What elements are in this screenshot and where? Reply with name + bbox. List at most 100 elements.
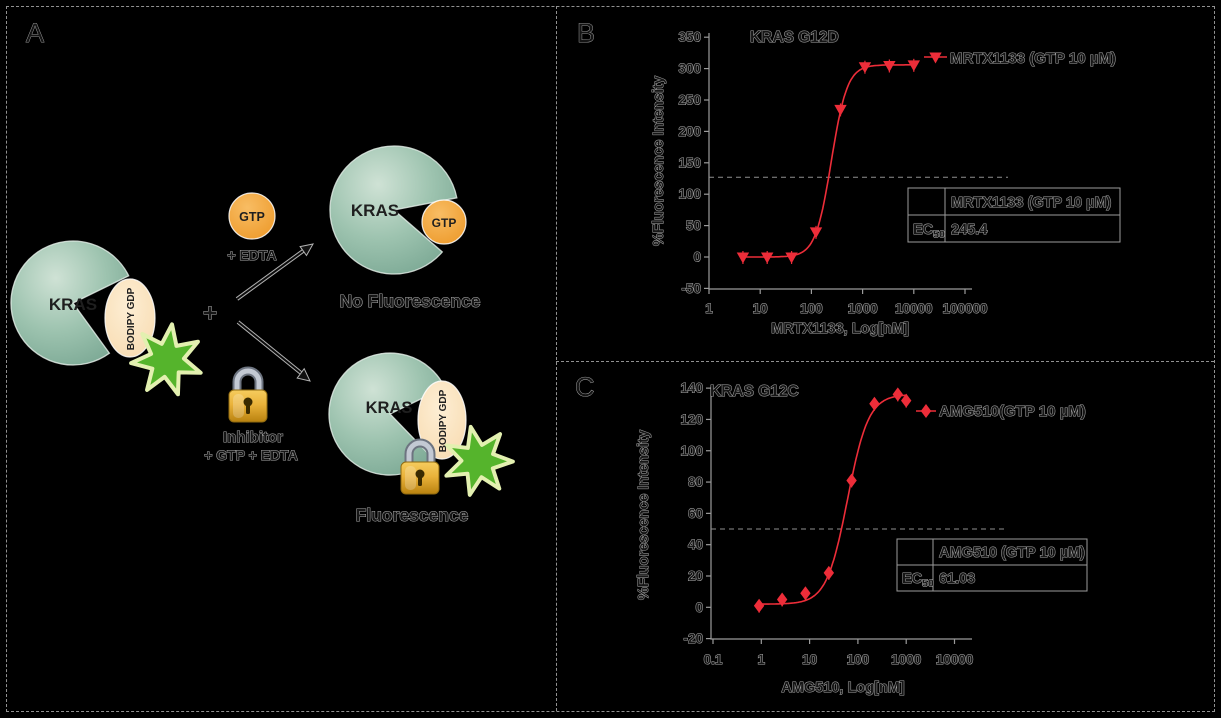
axes [708, 33, 972, 290]
table-ec50-row-label: EC50 [902, 571, 934, 590]
inhibitor-lock-icon [400, 438, 440, 495]
data-point-marker [736, 252, 750, 264]
panel-divider-vertical [556, 6, 557, 711]
chart-kras-g12c: C -20 0 20 40 60 80 100 120 140 0.1 1 10 100 1000 10000… [575, 372, 1088, 697]
bodipy-gdp-label: BODIPY GDP [126, 287, 137, 350]
x-tick-label: 100000 [942, 301, 987, 316]
y-tick-label: 300 [678, 61, 701, 76]
data-point-marker [907, 60, 920, 72]
gtp-circle [421, 199, 467, 245]
x-tick-label: 10 [802, 652, 817, 667]
fluorophore-star-icon [129, 322, 203, 397]
kras-bodipy-locked-complex: KRAS BODIPY GDP [328, 352, 515, 497]
x-tick-label: 100 [800, 301, 823, 316]
y-tick-label: 250 [678, 93, 701, 108]
arrowhead-icon [296, 367, 311, 382]
legend-label: MRTX1133 (GTP 10 µM) [950, 50, 1116, 67]
y-tick-label: 80 [688, 475, 703, 490]
chart-title: KRAS G12D [750, 29, 839, 46]
data-point-marker [834, 104, 847, 116]
legend-marker [929, 52, 942, 64]
kras-label: KRAS [366, 399, 413, 417]
x-tick-label: 1000 [848, 301, 878, 316]
x-tick-label: 1000 [891, 652, 921, 667]
plus-sign: + [203, 300, 217, 327]
figure-border [6, 6, 1215, 712]
data-point-marker [761, 252, 774, 264]
data-point-marker [753, 598, 765, 613]
data-point-marker [785, 252, 798, 264]
panel-b-label: B [577, 18, 596, 48]
kras-bodipy-gdp-complex: KRAS BODIPY GDP [10, 240, 203, 397]
y-tick-label: 200 [678, 124, 701, 139]
x-tick-label: 10 [753, 301, 768, 316]
data-point-marker [809, 227, 823, 239]
panel-a-schematic: A KRAS BODIPY GDP + GTP + EDTA [10, 18, 515, 526]
axes [710, 387, 972, 640]
chart-title: KRAS G12C [710, 383, 799, 400]
inhibitor-label: Inhibitor [223, 429, 283, 446]
y-tick-label: 140 [680, 381, 703, 396]
kras-label: KRAS [49, 295, 97, 314]
y-axis-label: %Fluorescence Intensity [636, 430, 652, 600]
edta-condition-label: + EDTA [227, 247, 276, 263]
x-axis-label: MRTX1133, Log[nM] [771, 321, 909, 337]
y-tick-label: 50 [686, 218, 701, 233]
inhibitor-lock-icon [228, 366, 268, 423]
data-point-marker [892, 387, 903, 402]
x-tick-label: 100 [847, 652, 870, 667]
fluorophore-star-icon [444, 424, 515, 497]
y-tick-label: 100 [680, 443, 703, 458]
legend-label: AMG510(GTP 10 µM) [939, 403, 1086, 420]
panel-a-label: A [26, 18, 45, 48]
panel-c-label: C [575, 372, 596, 402]
bodipy-gdp-label: BODIPY GDP [438, 389, 449, 452]
table-ec50-value: 61.03 [939, 571, 975, 587]
kras-protein-shape [10, 240, 130, 366]
bodipy-gdp-ligand [417, 380, 467, 460]
y-tick-label: -20 [683, 631, 703, 646]
inhibitor-condition-label: + GTP + EDTA [204, 447, 298, 463]
y-tick-label: 350 [678, 30, 701, 45]
y-axis-label: %Fluorescence Intensity [651, 76, 667, 246]
y-tick-label: 20 [688, 568, 703, 583]
x-tick-label: 10000 [936, 652, 974, 667]
y-tick-label: 40 [688, 537, 703, 552]
reaction-arrow-no-fluorescence [235, 243, 314, 301]
kras-protein-shape [329, 145, 458, 275]
panel-divider-horizontal [556, 361, 1214, 362]
x-tick-label: 1 [758, 652, 766, 667]
y-tick-label: 120 [680, 412, 703, 427]
fluorescence-result-label: Fluorescence [356, 505, 469, 525]
reaction-arrow-fluorescence [236, 320, 311, 382]
data-point-marker [869, 396, 880, 411]
chart-kras-g12d: B -50 0 50 100 150 200 250 300 350 1 10 100 1000 10000… [577, 18, 1121, 338]
data-point-marker [883, 60, 896, 72]
gtp-label: GTP [239, 210, 265, 224]
y-tick-label: 0 [693, 250, 701, 265]
kras-gtp-complex: KRAS GTP [329, 145, 467, 275]
data-point-marker [858, 62, 872, 74]
y-tick-label: 0 [695, 600, 703, 615]
kras-label: KRAS [351, 201, 399, 220]
no-fluorescence-result-label: No Fluorescence [339, 291, 480, 311]
arrowhead-icon [299, 243, 314, 257]
x-tick-label: 1 [705, 301, 713, 316]
fit-curve [742, 64, 914, 258]
x-tick-label: 0.1 [704, 652, 723, 667]
table-header-compound: AMG510 (GTP 10 µM) [939, 545, 1085, 561]
y-tick-label: -50 [681, 281, 701, 296]
y-tick-label: 60 [688, 506, 703, 521]
gtp-molecule: GTP + EDTA [227, 192, 277, 264]
x-axis-label: AMG510, Log[nM] [781, 680, 904, 696]
y-tick-label: 100 [678, 187, 701, 202]
x-tick-label: 10000 [895, 301, 933, 316]
data-point-marker [846, 473, 857, 488]
table-ec50-row-label: EC50 [913, 222, 945, 241]
data-point-marker [823, 565, 835, 580]
table-ec50-value: 245.4 [951, 222, 987, 238]
legend-marker [920, 404, 932, 418]
table-header-compound: MRTX1133 (GTP 10 µM) [951, 195, 1112, 211]
y-tick-label: 150 [678, 155, 701, 170]
